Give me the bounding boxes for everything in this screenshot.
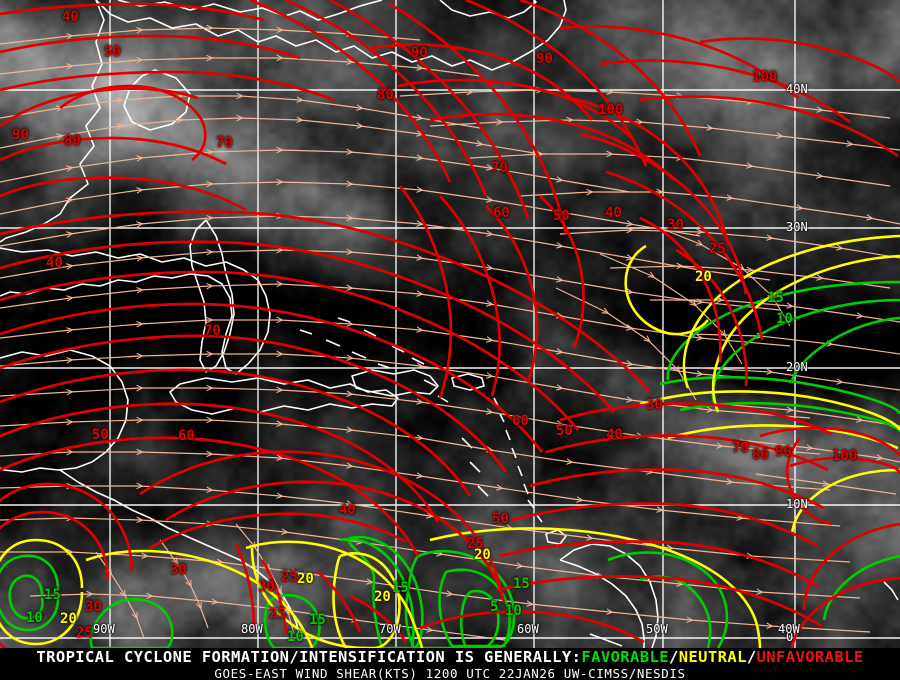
contour-label-25: 25 xyxy=(467,536,484,552)
contour-label-10: 10 xyxy=(26,610,43,626)
caption-bar: TROPICAL CYCLONE FORMATION/INTENSIFICATI… xyxy=(0,648,900,680)
contour-label-90: 90 xyxy=(536,51,553,67)
contour-label-40: 40 xyxy=(46,255,63,271)
lat-label-0: 0 xyxy=(786,630,794,644)
lat-label-30N: 30N xyxy=(786,220,808,234)
contour-label-90: 90 xyxy=(411,45,428,61)
overlay-vector-layer xyxy=(0,0,900,648)
contour-label-100: 100 xyxy=(832,448,858,464)
contour-label-40: 40 xyxy=(605,205,622,221)
contour-label-15: 15 xyxy=(513,576,530,592)
contour-label-50: 50 xyxy=(492,511,509,527)
contour-label-70: 70 xyxy=(204,323,221,339)
contour-neutral-yellow xyxy=(0,234,900,648)
contour-label-100: 100 xyxy=(598,102,624,118)
lat-label-40N: 40N xyxy=(786,82,808,96)
legend-favorable-label: FAVORABLE xyxy=(581,648,669,666)
contour-label-90: 90 xyxy=(12,127,29,143)
contour-label-50: 50 xyxy=(553,208,570,224)
contour-label-30: 30 xyxy=(85,599,102,615)
contour-label-20: 20 xyxy=(297,571,314,587)
contour-label-25: 25 xyxy=(709,241,726,257)
lon-label-60W: 60W xyxy=(517,622,539,636)
contour-label-20: 20 xyxy=(695,269,712,285)
caption-line-source: GOES-EAST WIND SHEAR(KTS) 1200 UTC 22JAN… xyxy=(214,666,686,680)
contour-label-15: 15 xyxy=(44,587,61,603)
contour-label-15: 15 xyxy=(392,580,409,596)
contour-unfavorable-red xyxy=(0,0,900,648)
contour-label-40: 40 xyxy=(62,9,79,25)
lat-label-10N: 10N xyxy=(786,497,808,511)
contour-label-30: 30 xyxy=(646,397,663,413)
caption-prefix-text: TROPICAL CYCLONE FORMATION/INTENSIFICATI… xyxy=(36,648,582,666)
contour-label-30: 30 xyxy=(258,579,275,595)
lon-label-40W: 40W xyxy=(778,622,800,636)
contour-label-50: 50 xyxy=(556,423,573,439)
contour-label-80: 80 xyxy=(377,87,394,103)
lon-label-80W: 80W xyxy=(241,622,263,636)
lon-label-90W: 90W xyxy=(93,622,115,636)
contour-label-25: 25 xyxy=(281,569,298,585)
contour-label-50: 50 xyxy=(104,44,121,60)
contour-label-15: 15 xyxy=(767,290,784,306)
contour-label-25: 25 xyxy=(76,625,93,641)
caption-line-primary: TROPICAL CYCLONE FORMATION/INTENSIFICATI… xyxy=(0,648,900,666)
lat-label-20N: 20N xyxy=(786,360,808,374)
legend-separator-2: / xyxy=(746,648,757,666)
contour-label-70: 70 xyxy=(491,160,508,176)
contour-label-40: 40 xyxy=(339,502,356,518)
contour-label-10: 10 xyxy=(505,603,522,619)
contour-label-60: 60 xyxy=(512,413,529,429)
contour-label-25: 25 xyxy=(269,606,286,622)
contour-label-20: 20 xyxy=(374,589,391,605)
contour-label-30: 30 xyxy=(170,562,187,578)
contour-label-15: 15 xyxy=(309,612,326,628)
contour-label-40: 40 xyxy=(606,427,623,443)
contour-label-10: 10 xyxy=(776,311,793,327)
contour-label-20: 20 xyxy=(60,611,77,627)
contour-label-30: 30 xyxy=(667,217,684,233)
contour-label-50: 50 xyxy=(92,427,109,443)
contour-label-60: 60 xyxy=(493,205,510,221)
lon-label-50W: 50W xyxy=(646,622,668,636)
contour-label-80: 80 xyxy=(752,447,769,463)
contour-label-10: 10 xyxy=(287,629,304,645)
contour-label-70: 70 xyxy=(216,135,233,151)
contour-label-70: 70 xyxy=(732,440,749,456)
contour-label-100: 100 xyxy=(752,69,778,85)
legend-unfavorable-label: UNFAVORABLE xyxy=(756,648,864,666)
contour-label-80: 80 xyxy=(64,133,81,149)
contour-label-20: 20 xyxy=(474,547,491,563)
contour-label-90: 90 xyxy=(775,444,792,460)
legend-neutral-label: NEUTRAL xyxy=(678,648,747,666)
lon-label-70W: 70W xyxy=(379,622,401,636)
streamline-layer xyxy=(0,28,900,641)
contour-label-60: 60 xyxy=(178,428,195,444)
legend-separator-1: / xyxy=(668,648,679,666)
contour-label-5: 5 xyxy=(490,599,499,615)
